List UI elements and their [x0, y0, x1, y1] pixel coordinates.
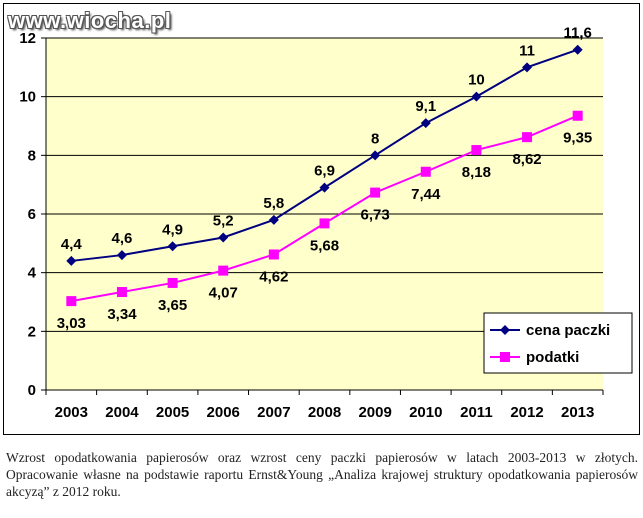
data-label: 4,6	[112, 230, 133, 247]
data-label: 9,35	[563, 130, 592, 147]
data-label: 9,1	[415, 98, 436, 115]
data-label: 10	[468, 72, 485, 89]
x-tick-label: 2005	[156, 404, 189, 421]
data-label: 7,44	[411, 186, 441, 203]
data-point	[420, 166, 431, 177]
x-tick-label: 2013	[561, 404, 594, 421]
legend-label: podatki	[526, 349, 579, 366]
data-label: 11	[519, 42, 535, 59]
legend-box	[483, 312, 633, 374]
data-point	[370, 150, 381, 161]
data-label: 4,07	[209, 285, 238, 302]
y-tick-label: 0	[28, 382, 36, 399]
data-point	[319, 182, 330, 193]
data-label: 11,6	[563, 25, 591, 42]
x-tick-label: 2003	[55, 404, 88, 421]
x-tick-label: 2010	[409, 404, 442, 421]
x-tick-label: 2008	[308, 404, 341, 421]
data-label: 5,8	[263, 195, 284, 212]
data-label: 3,03	[57, 315, 86, 332]
data-point	[522, 62, 533, 73]
data-point	[66, 255, 77, 266]
x-tick-label: 2006	[207, 404, 240, 421]
x-tick-label: 2007	[257, 404, 290, 421]
data-label: 4,62	[259, 268, 288, 285]
y-tick-label: 8	[28, 147, 36, 164]
data-label: 5,68	[310, 237, 339, 254]
data-point	[116, 250, 127, 261]
legend-marker	[500, 325, 510, 335]
data-point	[319, 218, 330, 229]
data-point	[471, 145, 482, 156]
data-label: 3,34	[107, 306, 137, 323]
data-label: 8,62	[512, 151, 541, 168]
line-chart: 0 2 4 6 8 10 12 2003 2004 2005 2006 2007 2008 2009 201…	[19, 25, 633, 421]
data-label: 8	[371, 130, 379, 147]
data-label: 4,4	[61, 236, 83, 253]
data-label: 8,18	[462, 164, 491, 181]
y-tick-label: 2	[28, 323, 36, 340]
x-tick-label: 2012	[510, 404, 543, 421]
data-label: 5,2	[213, 212, 234, 229]
data-point	[66, 296, 77, 307]
data-label: 3,65	[158, 297, 187, 314]
y-tick-label: 6	[28, 206, 36, 223]
data-point	[116, 287, 127, 298]
x-tick-label: 2009	[358, 404, 391, 421]
data-point	[370, 187, 381, 198]
data-label: 6,73	[361, 207, 390, 224]
y-tick-label: 4	[28, 265, 37, 282]
legend-marker	[500, 352, 510, 362]
watermark-logo: www.wiocha.pl	[8, 8, 172, 33]
data-label: 6,9	[314, 163, 335, 180]
data-point	[471, 91, 482, 102]
y-tick-label: 12	[19, 30, 36, 47]
legend-label: cena paczki	[526, 322, 610, 339]
x-tick-label: 2004	[105, 404, 139, 421]
data-point	[572, 44, 583, 55]
data-point	[167, 277, 178, 288]
data-point	[522, 132, 533, 143]
data-point	[218, 265, 229, 276]
x-tick-label: 2011	[460, 404, 493, 421]
data-point	[218, 232, 229, 243]
figure-caption: Wzrost opodatkowania papierosów oraz wzr…	[6, 450, 638, 499]
data-point	[268, 214, 279, 225]
data-point	[420, 118, 431, 129]
y-tick-label: 10	[19, 89, 36, 106]
data-label: 4,9	[162, 221, 183, 238]
data-point	[572, 110, 583, 121]
data-point	[167, 241, 178, 252]
data-point	[268, 249, 279, 260]
